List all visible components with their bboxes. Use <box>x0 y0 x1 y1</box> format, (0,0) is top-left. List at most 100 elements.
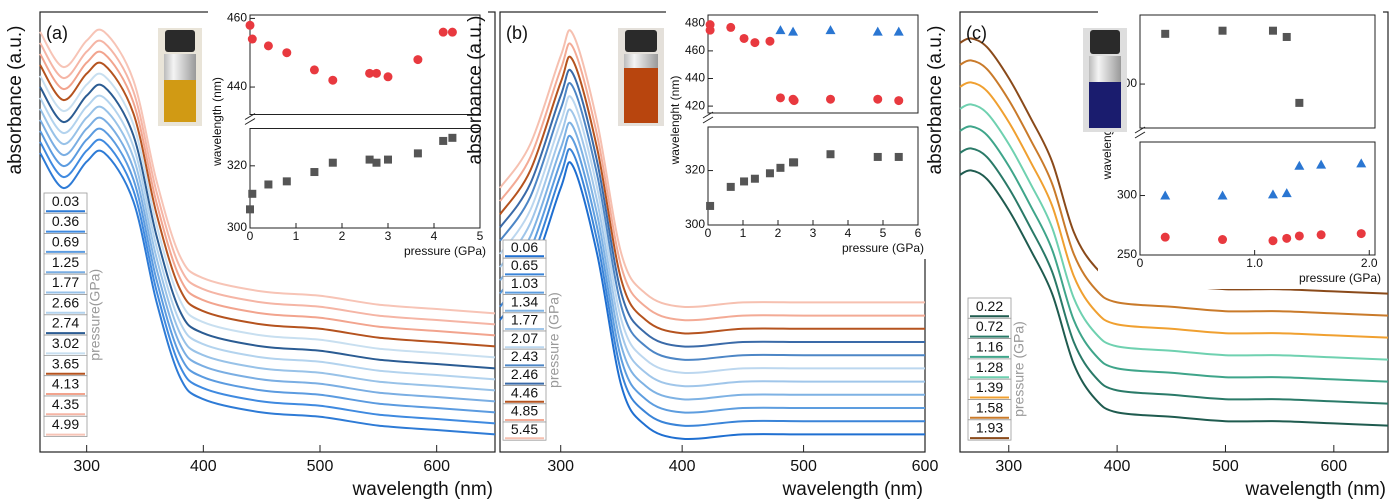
y-tick-label: 320 <box>227 158 247 172</box>
y-tick-label: 460 <box>227 11 247 25</box>
legend-label: 4.35 <box>52 396 79 412</box>
data-point <box>248 189 257 198</box>
data-point <box>765 36 775 46</box>
legend-label: 0.22 <box>976 298 1003 314</box>
data-point <box>790 158 799 167</box>
legend-label: 0.36 <box>52 213 79 229</box>
legend-box <box>43 415 88 437</box>
data-point <box>826 94 835 104</box>
legend-label: 1.25 <box>52 254 79 270</box>
legend-label: 0.69 <box>52 233 79 249</box>
data-point <box>365 68 375 78</box>
x-tick-label: 0 <box>1137 256 1144 270</box>
data-point <box>825 25 836 35</box>
vial-photo <box>158 28 202 126</box>
data-point <box>384 155 392 164</box>
data-point <box>365 155 374 164</box>
axis-break <box>702 111 714 119</box>
y-tick-label: 320 <box>685 163 705 177</box>
legend-label: 2.07 <box>511 330 538 346</box>
legend-label: 1.34 <box>511 293 538 309</box>
data-point <box>894 96 904 106</box>
spectrum-line <box>39 72 496 359</box>
data-point <box>1316 230 1326 240</box>
data-point <box>245 20 255 30</box>
legend-box <box>967 419 1012 441</box>
data-point <box>750 38 760 48</box>
inset-y-label: wavelength (nm) <box>210 77 224 167</box>
x-tick-label: 5 <box>477 229 484 243</box>
data-point <box>789 96 799 106</box>
vial-photo <box>1083 28 1127 132</box>
legend-label: 4.46 <box>511 384 538 400</box>
data-point <box>872 26 883 36</box>
data-point <box>1160 190 1171 200</box>
data-point <box>413 55 423 65</box>
x-tick-label: 500 <box>307 458 334 475</box>
spectrum-line <box>39 105 496 392</box>
legend-label: 4.13 <box>52 376 79 392</box>
spectrum-line <box>39 138 496 425</box>
inset-frame <box>249 14 481 115</box>
y-axis-label: absorbance (a.u.) <box>5 26 26 175</box>
data-point <box>310 168 319 177</box>
data-point <box>775 25 786 35</box>
data-point <box>447 27 457 37</box>
x-tick-label: 0 <box>247 229 254 243</box>
y-tick-label: 300 <box>227 220 247 234</box>
legend-label: 0.65 <box>511 257 538 273</box>
data-point <box>1268 26 1277 35</box>
legend-label: 1.93 <box>976 420 1003 436</box>
inset-frame <box>1139 141 1376 256</box>
y-axis-label: absorbance (a.u.) <box>925 26 946 175</box>
data-point <box>372 68 381 78</box>
spectrum-line <box>499 68 925 348</box>
x-tick-label: 2 <box>339 229 346 243</box>
legend-label: 2.46 <box>511 366 538 382</box>
data-point <box>1267 189 1278 199</box>
data-point <box>1356 158 1367 168</box>
spectrum-line <box>499 95 925 375</box>
data-point <box>328 75 338 85</box>
data-point <box>765 169 774 178</box>
inset-frame <box>1139 14 1376 129</box>
legend-title: pressure (GPa) <box>546 292 562 388</box>
spectrum-line <box>499 121 925 401</box>
legend-label: 1.77 <box>511 312 538 328</box>
legend-label: 1.58 <box>976 399 1003 415</box>
y-tick-label: 300 <box>685 217 705 231</box>
spectrum-line <box>39 28 496 315</box>
inset-frame <box>707 14 919 114</box>
legend-label: 1.39 <box>976 379 1003 395</box>
data-point <box>1356 229 1366 239</box>
y-tick-label: 480 <box>685 15 705 29</box>
data-point <box>740 177 749 186</box>
data-point <box>775 93 785 103</box>
axis-break <box>702 116 714 124</box>
data-point <box>1316 159 1327 169</box>
data-point <box>1282 233 1292 243</box>
y-tick-label: 300 <box>1117 188 1137 202</box>
x-tick-label: 2.0 <box>1361 256 1378 270</box>
legend-label: 0.03 <box>52 193 79 209</box>
inset-y-label: wavelenght (nm) <box>668 76 682 166</box>
spectrum-line <box>39 50 496 337</box>
data-point <box>448 133 457 142</box>
data-point <box>1218 235 1228 245</box>
y-tick-label: 440 <box>685 71 705 85</box>
y-tick-label: 440 <box>227 79 247 93</box>
spectrum-line <box>499 161 925 441</box>
data-point <box>282 177 291 186</box>
spectrum-line <box>959 147 1389 405</box>
spectrum-line <box>499 148 925 427</box>
y-tick-label: 420 <box>685 98 705 112</box>
x-tick-label: 1 <box>293 229 300 243</box>
spectrum-line <box>499 42 925 322</box>
x-tick-label: 600 <box>423 458 450 475</box>
data-point <box>413 149 422 158</box>
legend-label: 2.43 <box>511 348 538 364</box>
legend-label: 3.65 <box>52 355 79 371</box>
spectrum-line <box>499 29 925 309</box>
x-tick-label: 3 <box>385 229 392 243</box>
